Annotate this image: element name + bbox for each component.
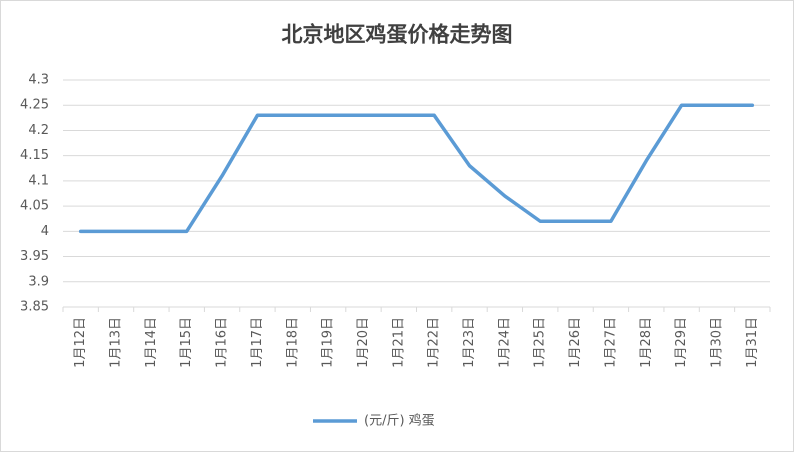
y-tick-label: 4.25 [20, 98, 49, 113]
x-tick-label: 1月19日 [321, 317, 336, 368]
x-tick-label: 1月31日 [745, 317, 760, 368]
y-tick-label: 3.9 [28, 274, 49, 289]
x-tick-label: 1月15日 [179, 317, 194, 368]
y-tick-label: 4.05 [20, 199, 49, 214]
x-tick-label: 1月22日 [427, 317, 442, 368]
x-tick-label: 1月29日 [674, 317, 689, 368]
x-tick-label: 1月25日 [533, 317, 548, 368]
y-tick-label: 3.95 [20, 249, 49, 264]
x-tick-label: 1月30日 [709, 317, 724, 368]
y-tick-label: 3.85 [20, 300, 49, 315]
x-tick-label: 1月23日 [462, 317, 477, 368]
y-tick-label: 4.3 [28, 73, 49, 88]
x-tick-label: 1月27日 [603, 317, 618, 368]
x-tick-label: 1月20日 [356, 317, 371, 368]
x-tick-label: 1月16日 [215, 317, 230, 368]
x-tick-label: 1月17日 [250, 317, 265, 368]
x-tick-label: 1月26日 [568, 317, 583, 368]
y-tick-label: 4.15 [20, 148, 49, 163]
series-line [78, 103, 755, 234]
x-tick-label: 1月18日 [285, 317, 300, 368]
x-tick-label: 1月13日 [109, 317, 124, 368]
legend-label: (元/斤) 鸡蛋 [364, 413, 435, 429]
y-tick-label: 4.1 [28, 173, 49, 188]
y-tick-label: 4 [41, 224, 49, 239]
x-tick-label: 1月14日 [144, 317, 159, 368]
x-tick-label: 1月24日 [497, 317, 512, 368]
x-tick-label: 1月28日 [639, 317, 654, 368]
x-tick-label: 1月21日 [391, 317, 406, 368]
x-tick-label: 1月12日 [73, 317, 88, 368]
y-tick-label: 4.2 [28, 123, 49, 138]
chart-title: 北京地区鸡蛋价格走势图 [282, 22, 513, 47]
